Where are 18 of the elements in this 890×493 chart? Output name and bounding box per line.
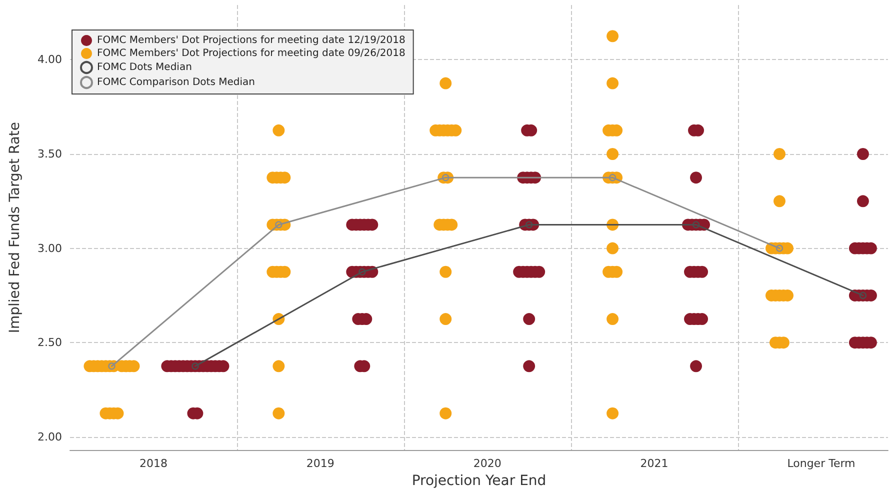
y-tick-label: 3.00 <box>38 242 62 255</box>
y-tick-label: 3.50 <box>38 147 62 160</box>
point <box>692 221 700 228</box>
point <box>358 268 366 276</box>
y-tick-label: 4.00 <box>38 53 62 66</box>
y-axis-title: Implied Fed Funds Target Rate <box>7 122 23 334</box>
legend-label: FOMC Comparison Dots Median <box>97 77 255 88</box>
x-tick-label: 2021 <box>640 457 668 470</box>
x-tick-label: Longer Term <box>787 457 856 470</box>
legend-label: FOMC Dots Median <box>97 62 192 73</box>
x-tick-label: 2018 <box>139 457 168 470</box>
y-tick-label: 2.00 <box>38 430 62 444</box>
x-tick-label: 2019 <box>306 457 334 470</box>
legend-label: FOMC Members' Dot Projections for meeting date 09/26/2018 <box>97 48 406 59</box>
x-axis-title: Projection Year End <box>412 473 546 489</box>
y-tick-label: 2.50 <box>38 336 62 350</box>
legend-label: FOMC Members' Dot Projections for meeting date 12/19/2018 <box>97 35 406 46</box>
x-tick-label: 2020 <box>473 457 502 470</box>
